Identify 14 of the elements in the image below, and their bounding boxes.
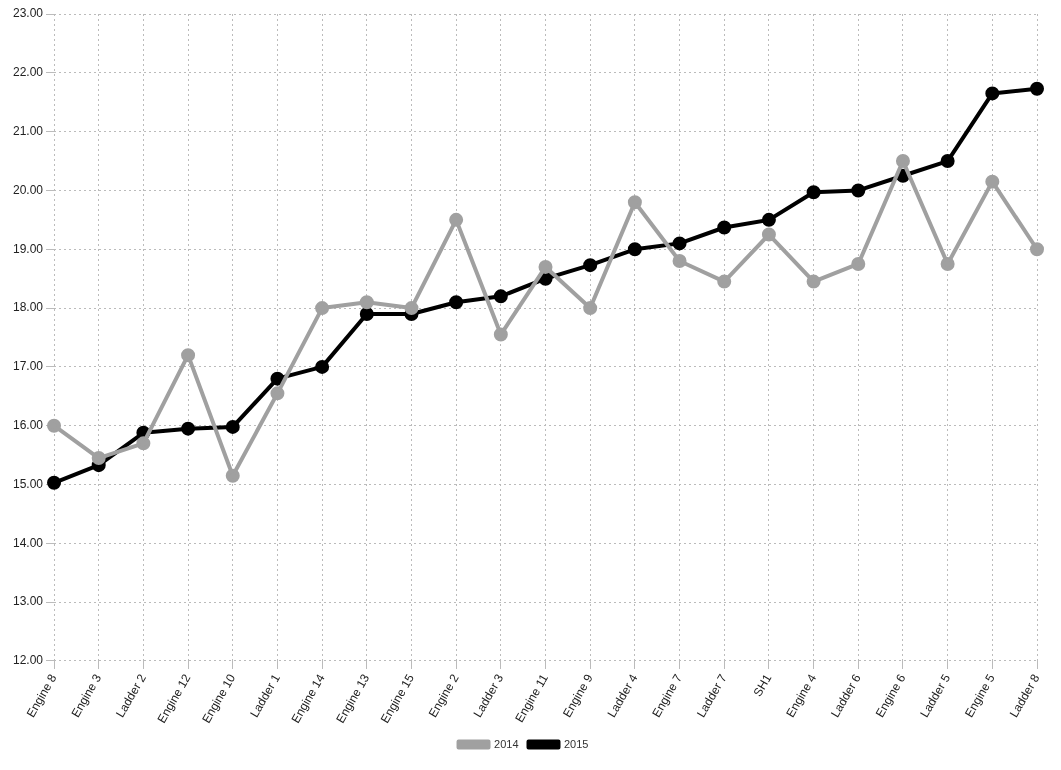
legend-label: 2015 xyxy=(564,737,589,750)
y-tick-label: 18.00 xyxy=(13,300,44,315)
y-tick-label: 16.00 xyxy=(13,418,44,433)
y-tick-label: 19.00 xyxy=(13,241,44,256)
y-tick-label: 14.00 xyxy=(13,535,44,550)
y-tick-label: 13.00 xyxy=(13,594,44,609)
legend-label: 2014 xyxy=(494,737,519,750)
y-tick-label: 21.00 xyxy=(13,123,44,138)
y-tick-label: 20.00 xyxy=(13,182,44,197)
y-tick-label: 15.00 xyxy=(13,476,44,491)
y-tick-label: 12.00 xyxy=(13,653,44,668)
y-tick-label: 22.00 xyxy=(13,65,44,80)
y-tick-label: 17.00 xyxy=(13,359,44,374)
y-tick-label: 23.00 xyxy=(13,6,44,21)
